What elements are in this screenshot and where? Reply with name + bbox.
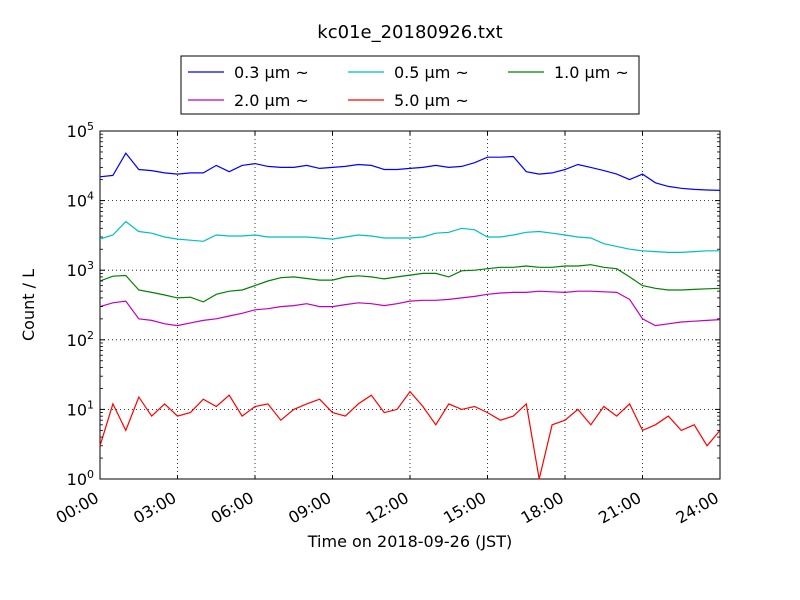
- x-tick-label: 09:00: [285, 488, 334, 528]
- x-axis: 00:00 03:00 06:00 09:00 12:00 15:00 18:00 21:00…: [53, 131, 722, 528]
- x-tick-label: 18:00: [518, 488, 567, 528]
- x-tick-label: 21:00: [595, 488, 644, 528]
- legend: 0.3 μm ~ 0.5 μm ~ 1.0 μm ~ 2.0 μm ~ 5.0 μm ~: [180, 55, 640, 115]
- x-tick-label: 06:00: [208, 488, 257, 528]
- y-axis-label: Count / L: [19, 269, 38, 341]
- plot-area: 100 101 102 103 104 105 00:00 03:00 06:00 09:00 1…: [53, 120, 722, 528]
- y-tick-label: 103: [67, 259, 94, 280]
- series-lines: [99, 152, 721, 480]
- legend-label: 5.0 μm ~: [394, 91, 469, 110]
- x-tick-label: 00:00: [53, 488, 102, 528]
- x-axis-label: Time on 2018-09-26 (JST): [307, 532, 512, 551]
- series-line: [99, 152, 721, 191]
- x-tick-label: 15:00: [440, 488, 489, 528]
- legend-label: 2.0 μm ~: [234, 91, 309, 110]
- y-tick-label: 101: [67, 398, 94, 419]
- chart-title: kc01e_20180926.txt: [317, 22, 502, 43]
- legend-label: 1.0 μm ~: [554, 63, 629, 82]
- series-line: [99, 264, 721, 303]
- legend-label: 0.3 μm ~: [234, 63, 309, 82]
- series-line: [99, 290, 721, 327]
- grid: [100, 131, 720, 479]
- legend-label: 0.5 μm ~: [394, 63, 469, 82]
- x-tick-label: 03:00: [130, 488, 179, 528]
- y-tick-label: 102: [67, 329, 94, 350]
- y-tick-label: 100: [67, 468, 94, 489]
- x-tick-label: 24:00: [673, 488, 722, 528]
- legend-box: [180, 55, 640, 115]
- x-tick-label: 12:00: [363, 488, 412, 528]
- series-line: [99, 220, 720, 253]
- series-line: [99, 390, 721, 480]
- y-tick-label: 105: [67, 120, 94, 141]
- y-tick-label: 104: [67, 190, 94, 211]
